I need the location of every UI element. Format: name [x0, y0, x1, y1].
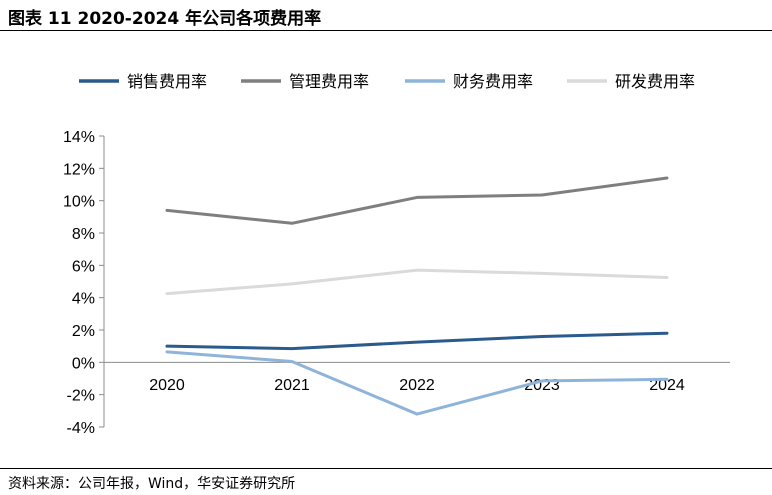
- series-line-4: [165, 268, 669, 296]
- y-tick-label: 14%: [63, 129, 95, 146]
- y-tick-label: 6%: [72, 258, 95, 275]
- y-tick-label: 0%: [72, 355, 95, 372]
- series-line-2: [165, 176, 669, 225]
- y-tick-label: 10%: [63, 194, 95, 211]
- y-tick-label: -4%: [67, 420, 95, 437]
- top-divider: [0, 30, 772, 31]
- x-tick-label: 2021: [274, 377, 310, 394]
- source-note: 资料来源：公司年报，Wind，华安证券研究所: [8, 476, 296, 492]
- legend-label-4: 研发费用率: [615, 72, 695, 91]
- legend-label-2: 管理费用率: [289, 72, 369, 91]
- series-line-1: [165, 331, 669, 351]
- x-axis: 2020 2021 2022 2023 2024: [104, 361, 730, 394]
- x-tick-label: 2024: [649, 377, 685, 394]
- legend-label-1: 销售费用率: [127, 72, 207, 91]
- y-tick-label: 8%: [72, 226, 95, 243]
- line-chart: 销售费用率 管理费用率 财务费用率 研发费用率 -4% -2% 0% 2% 4% 6% 8% 10%…: [63, 72, 730, 437]
- legend-label-3: 财务费用率: [453, 72, 533, 91]
- y-tick-label: 4%: [72, 291, 95, 308]
- y-axis: -4% -2% 0% 2% 4% 6% 8% 10% 12% 14%: [63, 129, 105, 437]
- y-tick-label: 12%: [63, 161, 95, 178]
- x-tick-label: 2022: [399, 377, 435, 394]
- x-tick-label: 2020: [149, 377, 185, 394]
- legend: 销售费用率 管理费用率 财务费用率 研发费用率: [79, 72, 695, 91]
- y-tick-label: -2%: [67, 388, 95, 405]
- series-lines: [165, 176, 669, 416]
- y-tick-label: 2%: [72, 323, 95, 340]
- bottom-divider: [0, 468, 772, 469]
- chart-title: 图表 11 2020-2024 年公司各项费用率: [8, 9, 322, 29]
